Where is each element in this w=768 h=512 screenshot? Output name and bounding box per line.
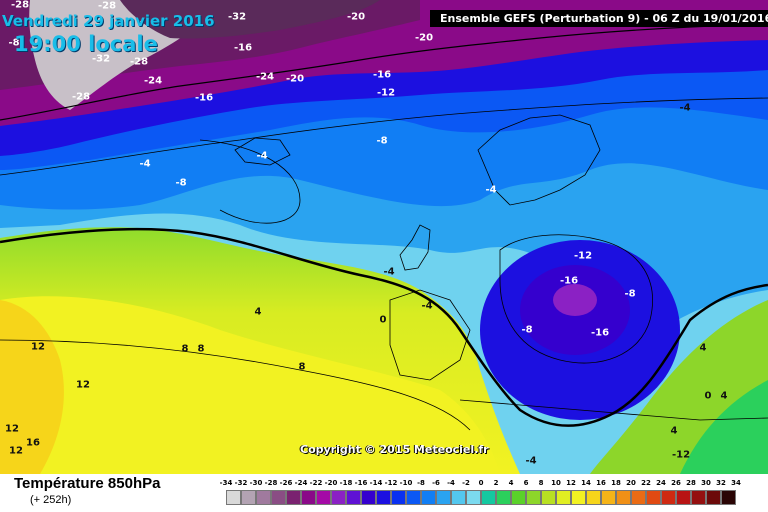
legend-tick: 0 — [478, 479, 484, 487]
legend-tick: -12 — [384, 479, 398, 487]
zone-yellow — [0, 296, 500, 474]
legend-swatch — [331, 490, 346, 505]
map-canvas — [0, 0, 768, 474]
legend-tick: -32 — [234, 479, 248, 487]
lead-time: (+ 252h) — [30, 494, 72, 506]
legend-tick: 22 — [641, 479, 651, 487]
legend-tick: -8 — [417, 479, 425, 487]
legend-swatch — [511, 490, 526, 505]
legend-tick: 30 — [701, 479, 711, 487]
legend-swatch — [391, 490, 406, 505]
legend-swatch — [706, 490, 721, 505]
legend-tick: -20 — [324, 479, 338, 487]
coastline-britain — [399, 224, 431, 271]
legend-tick: -34 — [219, 479, 233, 487]
legend-tick: 6 — [523, 479, 529, 487]
legend-tick: 2 — [493, 479, 499, 487]
legend-swatch — [376, 490, 391, 505]
legend-swatch — [346, 490, 361, 505]
isotherm-line — [199, 139, 301, 224]
legend-swatch — [496, 490, 511, 505]
legend-tick: 10 — [551, 479, 561, 487]
legend-swatch — [481, 490, 496, 505]
legend-tick: 26 — [671, 479, 681, 487]
legend-swatch — [721, 490, 736, 505]
legend-swatch — [571, 490, 586, 505]
coastline-africa — [459, 399, 768, 421]
legend-swatch — [556, 490, 571, 505]
legend-tick: -22 — [309, 479, 323, 487]
legend-tick: 28 — [686, 479, 696, 487]
legend-tick: -2 — [462, 479, 470, 487]
footer-bar: Température 850hPa (+ 252h) -34 -32 -30 -28… — [0, 474, 768, 512]
legend-tick: -26 — [279, 479, 293, 487]
copyright-notice: Copyright © 2015 Meteociel.fr — [300, 443, 489, 456]
legend-swatch — [616, 490, 631, 505]
legend-tick: -10 — [399, 479, 413, 487]
legend-swatch — [466, 490, 481, 505]
parameter-title: Température 850hPa — [14, 475, 161, 492]
legend-swatch — [601, 490, 616, 505]
legend-swatch — [421, 490, 436, 505]
legend-swatch — [451, 490, 466, 505]
legend-tick: 4 — [508, 479, 514, 487]
legend-swatch — [406, 490, 421, 505]
zero-isotherm — [0, 227, 768, 427]
legend-tick: 16 — [596, 479, 606, 487]
legend-swatch — [646, 490, 661, 505]
legend-tick: 34 — [731, 479, 741, 487]
zone-se-teal — [680, 380, 768, 474]
zone-orange — [0, 300, 64, 474]
legend-tick: -6 — [432, 479, 440, 487]
legend-swatch — [526, 490, 541, 505]
legend-swatch — [316, 490, 331, 505]
coastline-iceland — [234, 137, 291, 166]
legend-tick: 12 — [566, 479, 576, 487]
isotherm-line — [0, 23, 768, 121]
forecast-date: Vendredi 29 janvier 2016 — [2, 12, 215, 30]
legend-tick: 32 — [716, 479, 726, 487]
legend-swatch — [436, 490, 451, 505]
legend-tick: -16 — [354, 479, 368, 487]
legend-tick: -24 — [294, 479, 308, 487]
temperature-map: -28 -32 -32 -28 -24 -28 -28 -20 -20 -24 … — [0, 0, 768, 474]
legend-swatch — [256, 490, 271, 505]
legend-swatch — [631, 490, 646, 505]
coastline-scandinavia — [477, 114, 601, 206]
legend-tick: -28 — [264, 479, 278, 487]
legend-swatch — [286, 490, 301, 505]
legend-swatch — [661, 490, 676, 505]
zone-arctic-core — [120, 0, 380, 39]
legend-tick: 20 — [626, 479, 636, 487]
zone-cold-center — [553, 284, 597, 316]
isotherm-line — [0, 97, 768, 176]
legend-swatch — [676, 490, 691, 505]
isotherm-line — [499, 234, 653, 364]
legend-swatch — [586, 490, 601, 505]
legend-tick: 8 — [538, 479, 544, 487]
legend-swatch — [361, 490, 376, 505]
legend-swatch — [541, 490, 556, 505]
legend-swatch — [691, 490, 706, 505]
run-info-banner: Ensemble GEFS (Perturbation 9) - 06 Z du… — [430, 10, 768, 27]
legend-tick: -18 — [339, 479, 353, 487]
forecast-time: 19:00 locale — [14, 32, 158, 56]
legend-tick: -4 — [447, 479, 455, 487]
legend-swatch — [271, 490, 286, 505]
coastline-iberia — [389, 289, 471, 381]
legend-swatch — [226, 490, 241, 505]
legend-tick: 18 — [611, 479, 621, 487]
legend-tick: -14 — [369, 479, 383, 487]
legend-tick: 14 — [581, 479, 591, 487]
legend-tick: 24 — [656, 479, 666, 487]
isotherm-line — [0, 339, 471, 431]
legend-swatch — [241, 490, 256, 505]
legend-swatch — [301, 490, 316, 505]
color-legend: -34 -32 -30 -28 -26 -24 -22 -20 -18 -16 -14 -12 -10-… — [220, 477, 752, 509]
legend-tick: -30 — [249, 479, 263, 487]
